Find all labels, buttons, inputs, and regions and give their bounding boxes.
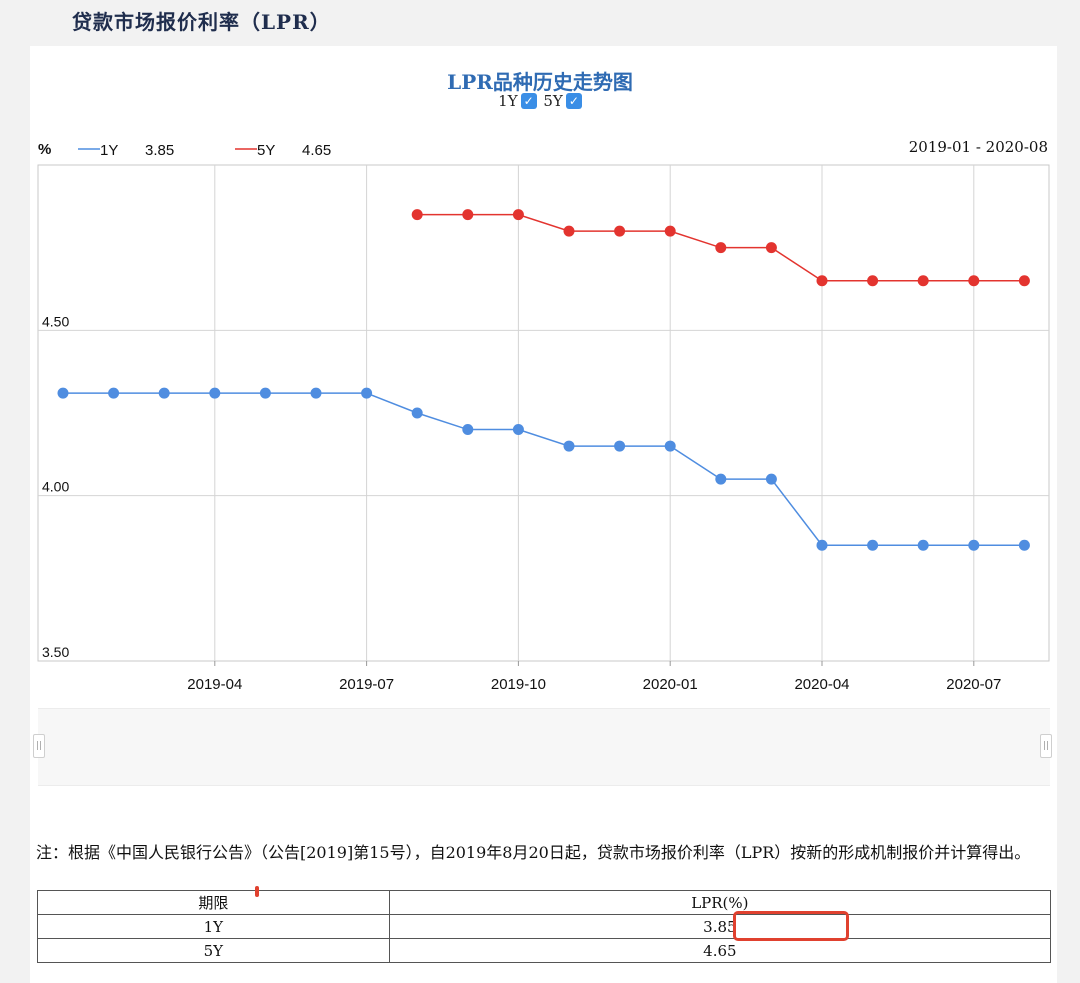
table-header-lpr: LPR(%) [388,890,1052,915]
toggle-5y-label: 5Y [543,92,563,110]
data-point-5y [765,242,777,254]
data-point-1y [614,440,626,452]
data-point-1y [108,387,120,399]
lpr-line-chart: 4.50 4.00 3.50 2019-04 2019-07 2019-10 2020-01… [37,138,1050,693]
table-cell-term: 1Y [37,914,390,939]
series-line-1y [63,392,1025,547]
legend-name-5y: 5Y [257,142,275,159]
y-tick-label: 4.50 [42,313,69,329]
legend-value-5y: 4.65 [302,142,331,159]
y-tick-label: 4.00 [42,479,69,495]
data-point-5y [917,275,929,287]
range-left-handle[interactable]: || [33,734,45,758]
data-point-1y [411,407,423,419]
data-point-1y [765,473,777,485]
data-point-1y [917,539,929,551]
data-point-5y [664,225,676,237]
table-header-row: 期限 LPR(%) [37,890,1052,915]
data-point-1y [1018,539,1030,551]
data-point-1y [57,387,69,399]
y-unit-label: % [38,141,51,158]
chart-title: LPR品种历史走势图 [447,70,633,94]
plot-area [37,164,1050,662]
data-point-5y [512,209,524,221]
highlight-box [733,911,849,941]
data-point-5y [968,275,980,287]
lpr-table: 期限 LPR(%) 1Y 3.85 5Y 4.65 [37,890,1052,963]
table-row: 1Y 3.85 [37,914,1052,939]
x-tick-label: 2019-04 [187,676,242,693]
x-tick-label: 2019-10 [491,676,546,693]
page-title: 贷款市场报价利率（LPR） [72,10,331,34]
x-tick-label: 2020-04 [794,676,849,693]
range-selector[interactable] [38,708,1050,786]
series-toggles: 1Y ✓ 5Y ✓ [0,92,1080,110]
legend-value-1y: 3.85 [145,142,174,159]
x-tick-label: 2020-01 [643,676,698,693]
toggle-1y[interactable]: 1Y ✓ [498,92,537,110]
data-point-1y [158,387,170,399]
data-point-1y [462,424,474,436]
data-point-1y [867,539,879,551]
x-tick-label: 2019-07 [339,676,394,693]
data-point-1y [563,440,575,452]
table-cell-rate: 4.65 [388,938,1052,963]
data-point-5y [411,209,423,221]
data-point-5y [867,275,879,287]
data-point-1y [715,473,727,485]
data-point-5y [563,225,575,237]
data-point-5y [614,225,626,237]
annotation-mark [255,886,259,897]
data-point-1y [361,387,373,399]
data-point-5y [462,209,474,221]
data-point-1y [259,387,271,399]
data-point-1y [310,387,322,399]
data-point-1y [968,539,980,551]
checkbox-1y-icon[interactable]: ✓ [520,93,537,109]
toggle-1y-label: 1Y [498,92,518,110]
table-row: 5Y 4.65 [37,938,1052,963]
table-header-term: 期限 [37,890,390,915]
footnote: 注：根据《中国人民银行公告》（公告[2019]第15号），自2019年8月20日… [36,843,1031,862]
data-point-1y [816,539,828,551]
data-point-1y [664,440,676,452]
table-cell-term: 5Y [37,938,390,963]
range-right-handle[interactable]: || [1040,734,1052,758]
x-tick-label: 2020-07 [946,676,1001,693]
checkbox-5y-icon[interactable]: ✓ [565,93,582,109]
data-point-1y [209,387,221,399]
data-point-1y [512,424,524,436]
data-point-5y [1018,275,1030,287]
table-cell-rate: 3.85 [388,914,1052,939]
y-tick-label: 3.50 [42,644,69,660]
data-point-5y [816,275,828,287]
toggle-5y[interactable]: 5Y ✓ [543,92,582,110]
date-range-label: 2019-01 - 2020-08 [909,138,1048,156]
data-point-5y [715,242,727,254]
legend-name-1y: 1Y [100,142,118,159]
